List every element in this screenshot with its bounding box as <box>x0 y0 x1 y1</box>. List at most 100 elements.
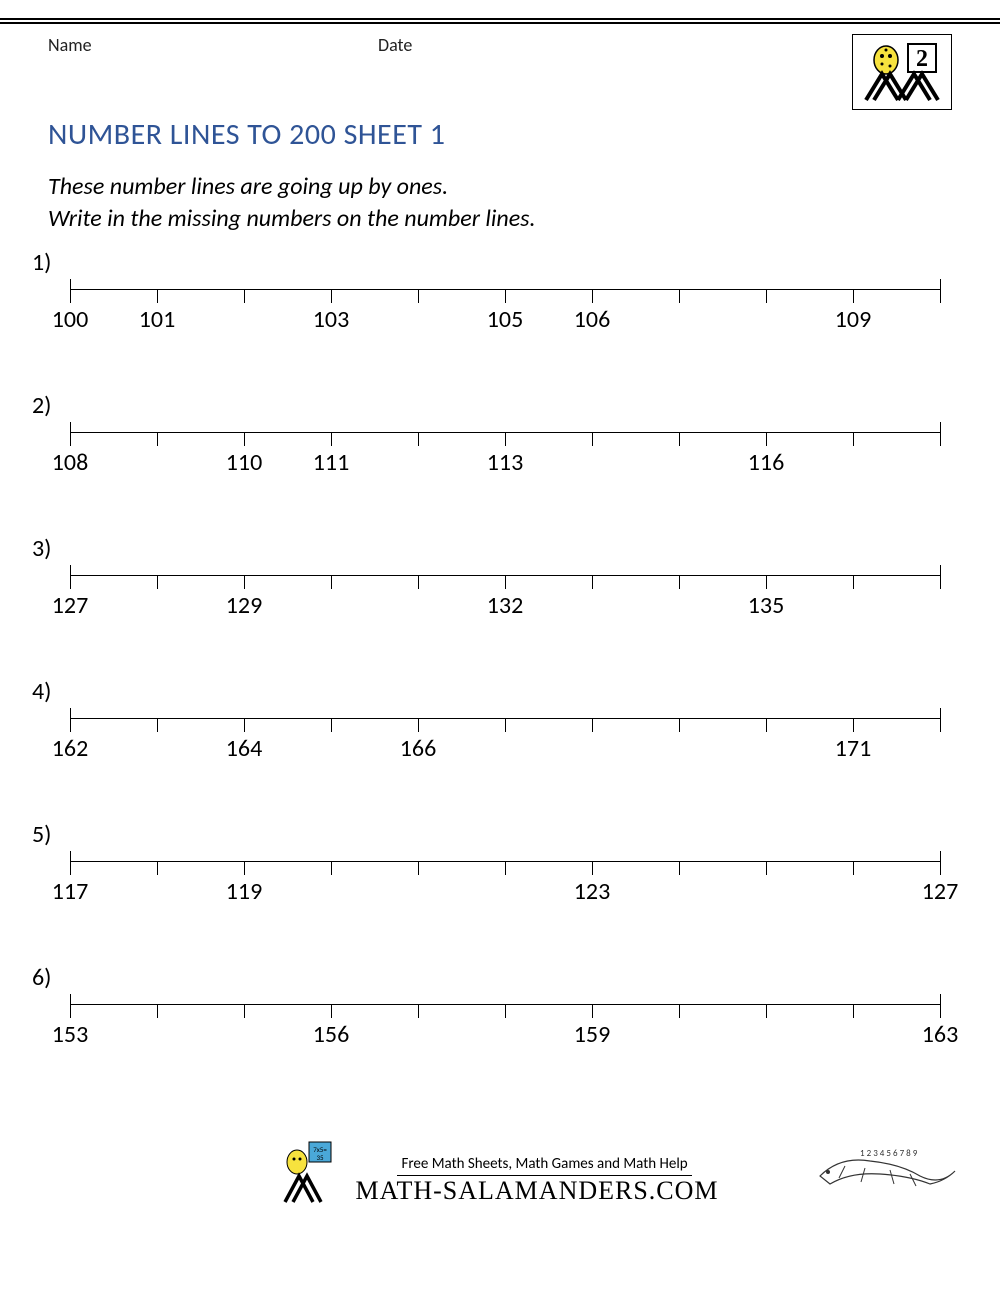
tick-label: 127 <box>922 877 959 906</box>
tick <box>940 565 941 589</box>
tick <box>592 1004 593 1018</box>
tick-label: 153 <box>52 1020 89 1049</box>
tick-label: 164 <box>226 734 263 763</box>
problem: 3) 127 129 132 135 <box>30 534 970 625</box>
tick <box>505 575 506 589</box>
footer-tagline: Free Math Sheets, Math Games and Math He… <box>397 1155 691 1176</box>
problem: 2)108110111113116 <box>30 391 970 482</box>
tick <box>70 279 71 303</box>
tick-label: 100 <box>52 305 89 334</box>
problems-container: 1)1001011031051061092)1081101111131163)1… <box>0 248 1000 1054</box>
tick-label: 117 <box>52 877 89 906</box>
number-line: 162164166171 <box>30 708 970 768</box>
tick-label: 123 <box>574 877 611 906</box>
tick <box>244 718 245 732</box>
tick <box>766 718 767 732</box>
tick <box>70 708 71 732</box>
footer-brand: MATH-SALAMANDERS.COM <box>355 1176 718 1205</box>
instructions-line-2: Write in the missing numbers on the numb… <box>48 203 952 235</box>
tick <box>853 289 854 303</box>
number-line: 100101103105106109 <box>30 279 970 339</box>
tick <box>505 289 506 303</box>
tick <box>244 575 245 589</box>
tick <box>505 1004 506 1018</box>
tick <box>853 718 854 732</box>
tick <box>940 851 941 875</box>
tick <box>157 575 158 589</box>
tick-label: 127 <box>52 591 89 620</box>
tick-label: 101 <box>139 305 176 334</box>
tick <box>418 289 419 303</box>
tick-label: 156 <box>313 1020 350 1049</box>
tick <box>244 289 245 303</box>
problem: 1)100101103105106109 <box>30 248 970 339</box>
problem-number: 6) <box>30 963 970 992</box>
tick-label: 108 <box>52 448 89 477</box>
tick-label: 132 <box>487 591 524 620</box>
svg-text:35: 35 <box>317 1153 325 1162</box>
tick-label: 171 <box>835 734 872 763</box>
footer-salamander-icon: 7x5= 35 <box>281 1136 341 1206</box>
tick-label: 162 <box>52 734 89 763</box>
tick-label: 163 <box>922 1020 959 1049</box>
grade-logo: 2 <box>852 34 952 110</box>
tick-label: 159 <box>574 1020 611 1049</box>
meta-row: Name Date 2 <box>0 34 1000 110</box>
tick-label: 111 <box>313 448 350 477</box>
tick <box>418 1004 419 1018</box>
tick-label: 135 <box>748 591 785 620</box>
tick <box>70 422 71 446</box>
tick <box>244 861 245 875</box>
tick <box>157 861 158 875</box>
problem-number: 3) <box>30 534 970 563</box>
problem-number: 4) <box>30 677 970 706</box>
tick <box>157 1004 158 1018</box>
tick-label: 110 <box>226 448 263 477</box>
tick <box>679 575 680 589</box>
tick <box>940 422 941 446</box>
tick <box>331 575 332 589</box>
tick <box>505 861 506 875</box>
tick <box>592 432 593 446</box>
top-rule <box>0 18 1000 24</box>
number-line: 108110111113116 <box>30 422 970 482</box>
tick <box>766 861 767 875</box>
svg-text:1 2 3 4 5 6 7 8 9: 1 2 3 4 5 6 7 8 9 <box>860 1148 918 1159</box>
tick <box>331 432 332 446</box>
tick <box>505 432 506 446</box>
tick <box>940 279 941 303</box>
problem: 4)162164166171 <box>30 677 970 768</box>
tick <box>853 861 854 875</box>
instructions: These number lines are going up by ones.… <box>0 171 1000 248</box>
instructions-line-1: These number lines are going up by ones. <box>48 171 952 203</box>
footer-text: Free Math Sheets, Math Games and Math He… <box>355 1154 718 1206</box>
tick <box>766 432 767 446</box>
tick <box>418 432 419 446</box>
tick-label: 106 <box>574 305 611 334</box>
tick <box>331 1004 332 1018</box>
tick <box>679 718 680 732</box>
tick <box>592 289 593 303</box>
tick <box>70 851 71 875</box>
problem-number: 5) <box>30 820 970 849</box>
tick <box>70 565 71 589</box>
tick <box>679 861 680 875</box>
footer: 7x5= 35 Free Math Sheets, Math Games and… <box>0 1106 1000 1226</box>
number-line: 153 156 159 163 <box>30 994 970 1054</box>
tick-label: 119 <box>226 877 263 906</box>
tick <box>766 575 767 589</box>
tick-label: 109 <box>835 305 872 334</box>
tick <box>679 289 680 303</box>
problem-number: 1) <box>30 248 970 277</box>
problem: 6) 153 156 159 163 <box>30 963 970 1054</box>
tick <box>853 1004 854 1018</box>
number-line: 117 119 123 127 <box>30 851 970 911</box>
worksheet-title: NUMBER LINES TO 200 SHEET 1 <box>0 110 1000 171</box>
tick-label: 129 <box>226 591 263 620</box>
tick <box>592 861 593 875</box>
tick <box>853 575 854 589</box>
tick <box>331 861 332 875</box>
grade-number: 2 <box>916 46 928 72</box>
tick <box>679 1004 680 1018</box>
problem: 5) 117 119 123 127 <box>30 820 970 911</box>
